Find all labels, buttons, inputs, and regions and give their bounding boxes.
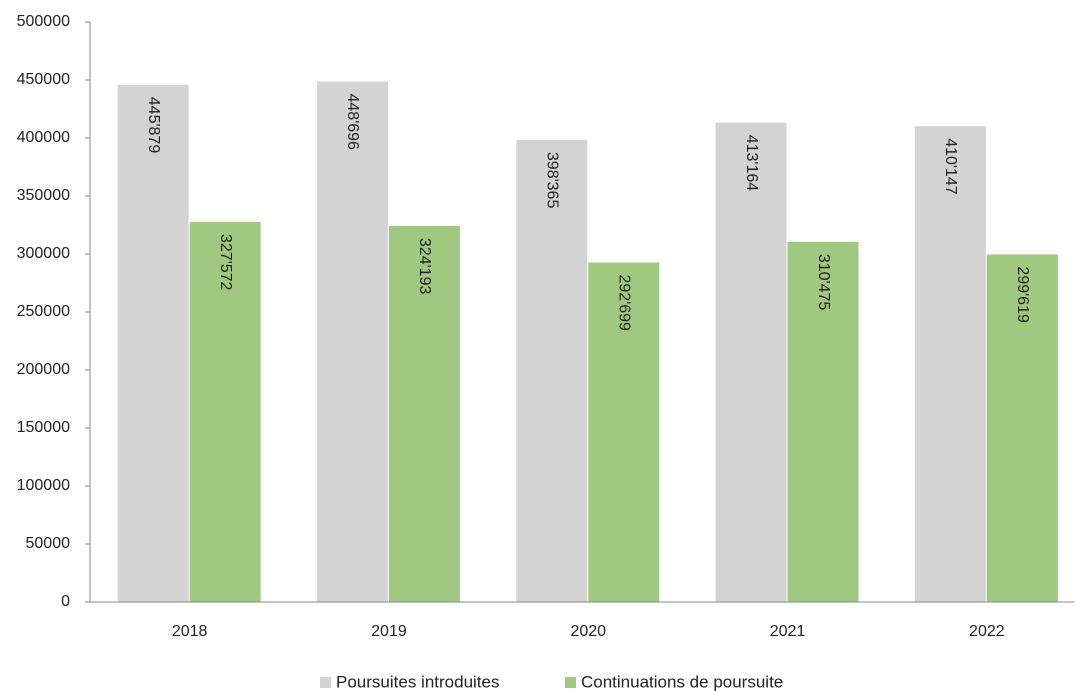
value-label: 448'696 — [344, 94, 361, 151]
y-tick-label: 350000 — [17, 187, 70, 204]
bar — [588, 262, 660, 602]
x-tick-label: 2022 — [969, 623, 1005, 640]
legend-swatch — [320, 677, 331, 688]
y-tick-label: 450000 — [17, 71, 70, 88]
y-tick-label: 50000 — [26, 535, 71, 552]
y-tick-label: 250000 — [17, 303, 70, 320]
x-tick-label: 2021 — [770, 623, 806, 640]
legend-label: Poursuites introduites — [336, 672, 499, 691]
y-tick-label: 200000 — [17, 361, 70, 378]
value-label: 445'879 — [145, 97, 162, 154]
x-tick-label: 2018 — [172, 623, 208, 640]
y-tick-label: 150000 — [17, 419, 70, 436]
value-label: 398'365 — [544, 152, 561, 209]
y-tick-label: 0 — [61, 593, 70, 610]
bar — [986, 254, 1058, 602]
value-label: 327'572 — [217, 234, 234, 291]
value-label: 324'193 — [416, 238, 433, 295]
bar — [388, 225, 460, 602]
legend-swatch — [565, 677, 576, 688]
value-label: 310'475 — [815, 254, 832, 311]
value-label: 292'699 — [616, 274, 633, 331]
bar — [516, 139, 588, 602]
bar — [715, 122, 787, 602]
value-label: 410'147 — [942, 138, 959, 195]
value-label: 413'164 — [743, 135, 760, 192]
bar — [914, 126, 986, 602]
x-tick-label: 2019 — [371, 623, 407, 640]
y-tick-label: 500000 — [17, 13, 70, 30]
legend-label: Continuations de poursuite — [581, 672, 783, 691]
y-tick-label: 400000 — [17, 129, 70, 146]
bar — [117, 84, 189, 603]
y-tick-label: 100000 — [17, 477, 70, 494]
value-label: 299'619 — [1014, 266, 1031, 323]
x-tick-label: 2020 — [570, 623, 606, 640]
y-tick-label: 300000 — [17, 245, 70, 262]
bar — [316, 81, 388, 603]
bar — [787, 241, 859, 602]
bar — [189, 222, 261, 602]
